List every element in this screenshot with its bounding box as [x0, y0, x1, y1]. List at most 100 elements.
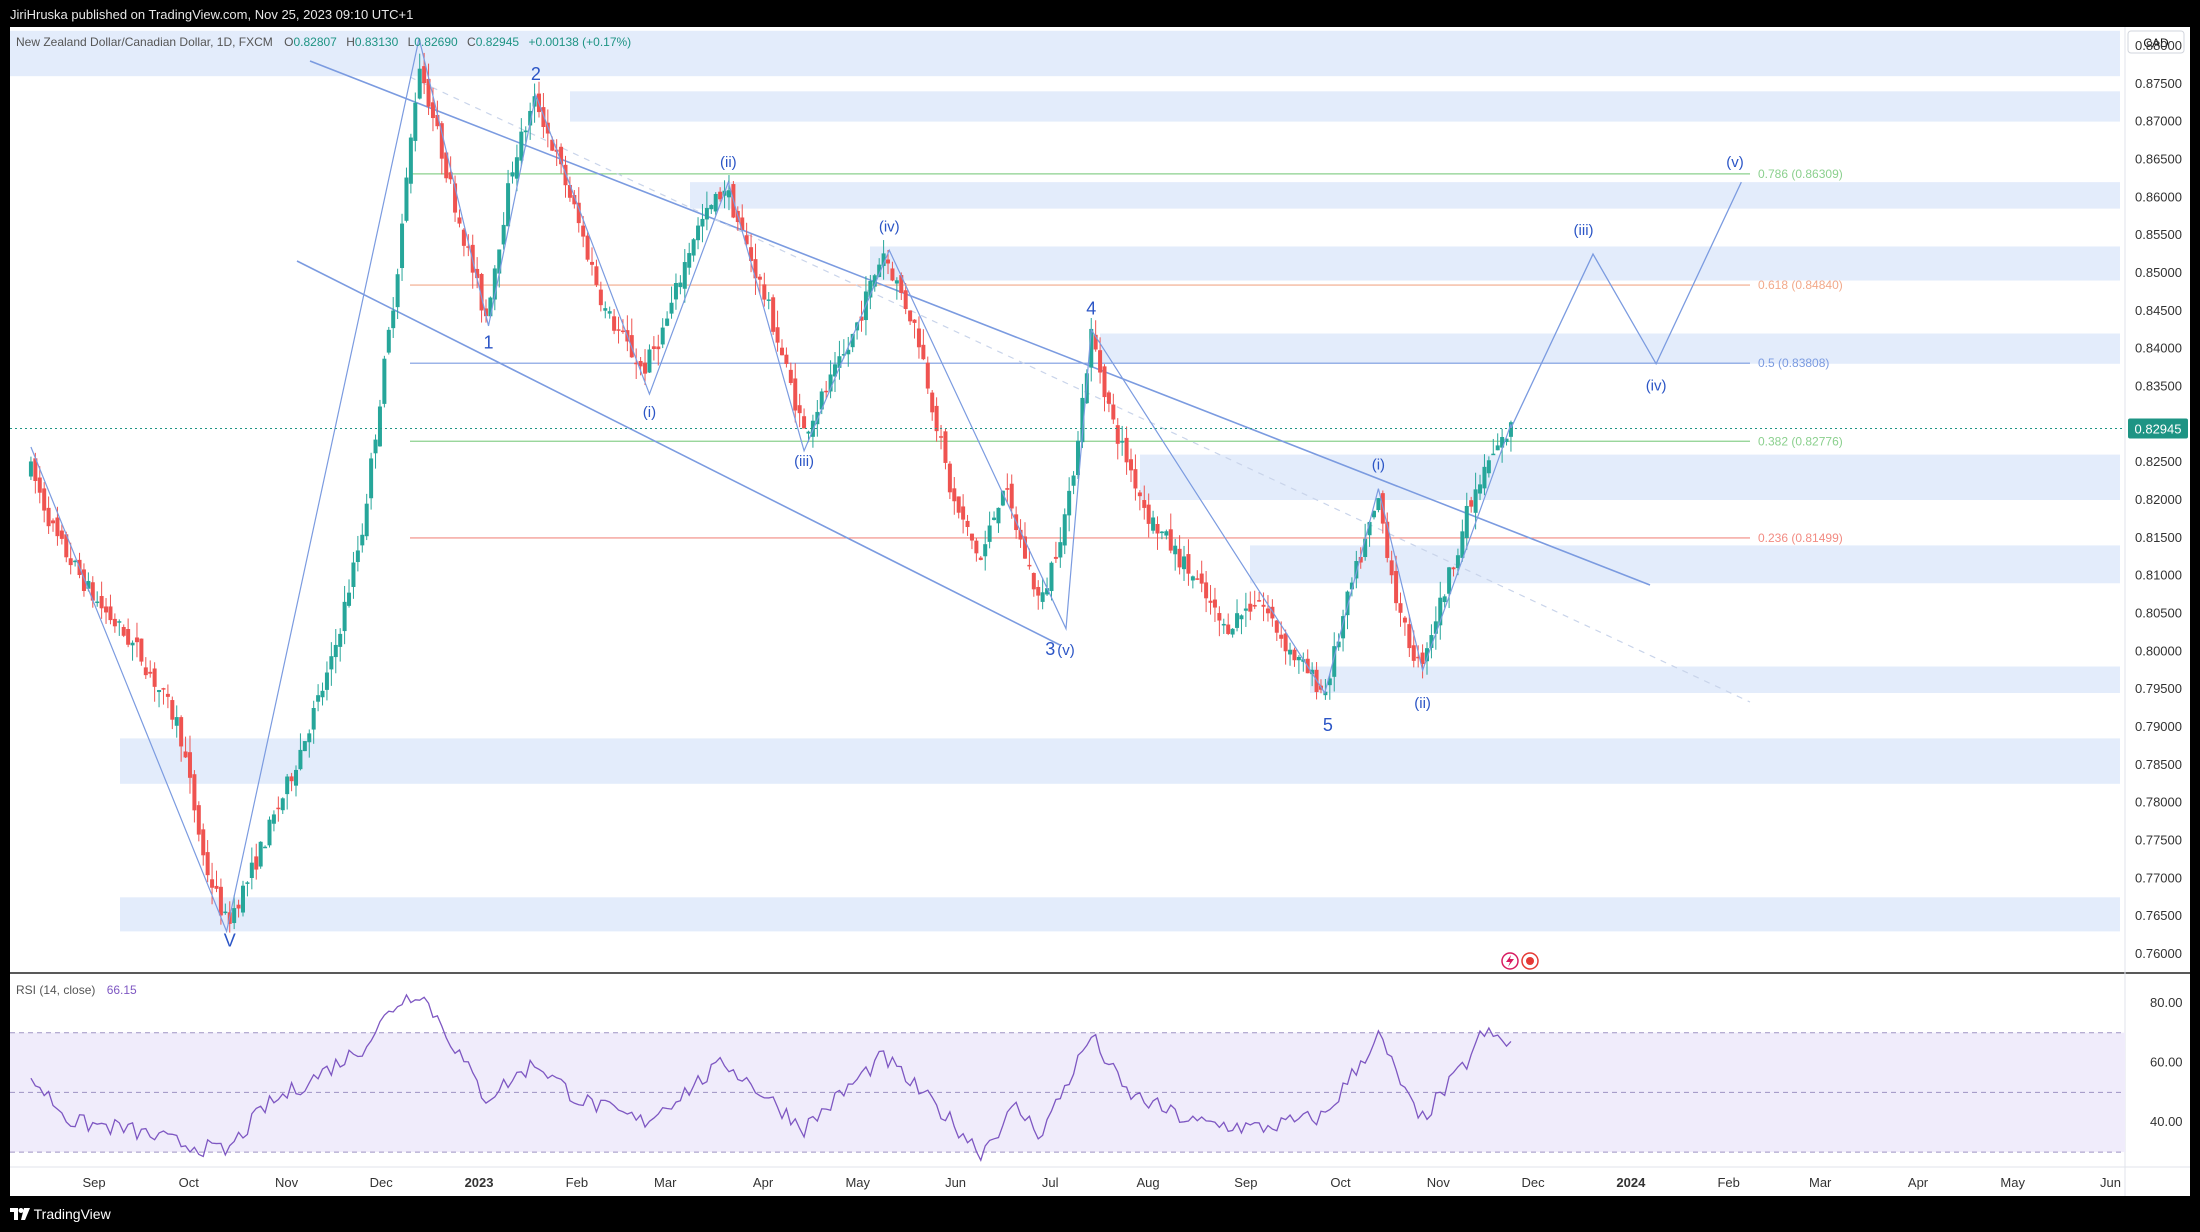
candle-body[interactable] [289, 776, 294, 782]
candle-body[interactable] [165, 693, 170, 697]
candle-body[interactable] [559, 146, 564, 165]
wave-label[interactable]: 1 [484, 333, 494, 353]
price-axis[interactable]: 0.88000 0.87500 0.87000 0.86500 0.86000 0.855… [2135, 38, 2182, 961]
candle-body[interactable] [877, 264, 882, 278]
candle-body[interactable] [1433, 621, 1438, 634]
candle-body[interactable] [1257, 600, 1262, 602]
trend-channel[interactable] [296, 60, 1751, 703]
candle-body[interactable] [576, 202, 581, 224]
candle-body[interactable] [1407, 624, 1412, 649]
candle-body[interactable] [1022, 536, 1027, 559]
wave-label[interactable]: (i) [1372, 457, 1385, 474]
candle-body[interactable] [1411, 645, 1416, 661]
candle-body[interactable] [620, 330, 625, 333]
candle-body[interactable] [1009, 483, 1014, 509]
candle-body[interactable] [1371, 510, 1376, 518]
candle-body[interactable] [1327, 678, 1332, 686]
candle-body[interactable] [1173, 545, 1178, 555]
candle-body[interactable] [298, 749, 303, 770]
candle-body[interactable] [134, 637, 139, 643]
candle-body[interactable] [1447, 567, 1452, 594]
price-zone[interactable] [120, 738, 2120, 784]
time-axis[interactable]: Sep Oct Nov Dec 2023 Feb Mar Apr May Jun Jul Aug Sep… [82, 1175, 2121, 1190]
candle-body[interactable] [373, 439, 378, 454]
channel-dashed-line[interactable] [409, 76, 1751, 703]
candle-body[interactable] [161, 688, 166, 690]
candle-body[interactable] [1195, 578, 1200, 580]
candle-body[interactable] [908, 310, 913, 322]
candle-body[interactable] [1199, 573, 1204, 584]
candle-body[interactable] [377, 406, 382, 447]
candle-body[interactable] [700, 218, 705, 227]
candle-body[interactable] [1177, 548, 1182, 568]
wave-label[interactable]: (iii) [794, 453, 814, 470]
candle-body[interactable] [55, 517, 60, 537]
candle-body[interactable] [678, 282, 683, 288]
candle-body[interactable] [930, 392, 935, 413]
candle-body[interactable] [333, 644, 338, 658]
candle-body[interactable] [1394, 570, 1399, 604]
candle-body[interactable] [939, 436, 944, 438]
candle-body[interactable] [713, 193, 718, 212]
candle-body[interactable] [294, 769, 299, 786]
channel-upper-line[interactable] [309, 60, 1651, 586]
candle-body[interactable] [249, 862, 254, 878]
event-markers[interactable] [1501, 952, 1539, 970]
candle-body[interactable] [894, 280, 899, 284]
candle-body[interactable] [585, 235, 590, 260]
candle-body[interactable] [267, 819, 272, 846]
candle-body[interactable] [912, 319, 917, 323]
candle-body[interactable] [364, 503, 369, 537]
candle-body[interactable] [73, 560, 78, 563]
candle-body[interactable] [744, 235, 749, 245]
candle-body[interactable] [369, 458, 374, 499]
candle-body[interactable] [285, 776, 290, 795]
candle-body[interactable] [1031, 573, 1036, 590]
candle-body[interactable] [859, 316, 864, 321]
candle-body[interactable] [1310, 669, 1315, 675]
candle-body[interactable] [329, 656, 334, 670]
currency-button[interactable] [2127, 30, 2185, 54]
candle-body[interactable] [1230, 628, 1235, 635]
wave-label[interactable]: (v) [1726, 154, 1744, 171]
candle-body[interactable] [1005, 488, 1010, 490]
candle-body[interactable] [1341, 616, 1346, 639]
candle-body[interactable] [594, 266, 599, 285]
candle-body[interactable] [1146, 504, 1151, 524]
candle-body[interactable] [104, 606, 109, 613]
candle-body[interactable] [324, 672, 329, 690]
candle-body[interactable] [1075, 440, 1080, 476]
candle-body[interactable] [1420, 652, 1425, 665]
candle-body[interactable] [766, 299, 771, 301]
candle-body[interactable] [1504, 438, 1509, 443]
candle-body[interactable] [943, 431, 948, 463]
candle-body[interactable] [1137, 492, 1142, 497]
candle-body[interactable] [479, 273, 484, 311]
candle-body[interactable] [1438, 597, 1443, 626]
candle-body[interactable] [1098, 350, 1103, 373]
candle-body[interactable] [1089, 328, 1094, 368]
price-zone[interactable] [690, 182, 2120, 209]
candle-body[interactable] [64, 534, 69, 558]
candle-body[interactable] [311, 708, 316, 730]
candle-body[interactable] [1354, 561, 1359, 579]
candle-body[interactable] [497, 249, 502, 274]
candle-body[interactable] [1133, 469, 1138, 489]
rsi-pane[interactable]: 80.00 60.00 40.00 [10, 993, 2183, 1162]
candle-body[interactable] [1425, 648, 1430, 662]
candle-body[interactable] [448, 172, 453, 180]
candle-body[interactable] [1469, 500, 1474, 507]
candle-body[interactable] [947, 463, 952, 493]
candle-body[interactable] [1071, 475, 1076, 486]
candle-body[interactable] [1349, 582, 1354, 590]
candle-body[interactable] [612, 316, 617, 331]
candle-body[interactable] [492, 268, 497, 300]
candle-body[interactable] [815, 411, 820, 425]
candle-body[interactable] [42, 488, 47, 511]
candle-body[interactable] [881, 253, 886, 267]
candle-body[interactable] [1451, 567, 1456, 570]
candle-body[interactable] [475, 268, 480, 279]
candle-body[interactable] [1473, 489, 1478, 513]
candle-body[interactable] [1235, 613, 1240, 628]
candle-body[interactable] [271, 814, 276, 824]
